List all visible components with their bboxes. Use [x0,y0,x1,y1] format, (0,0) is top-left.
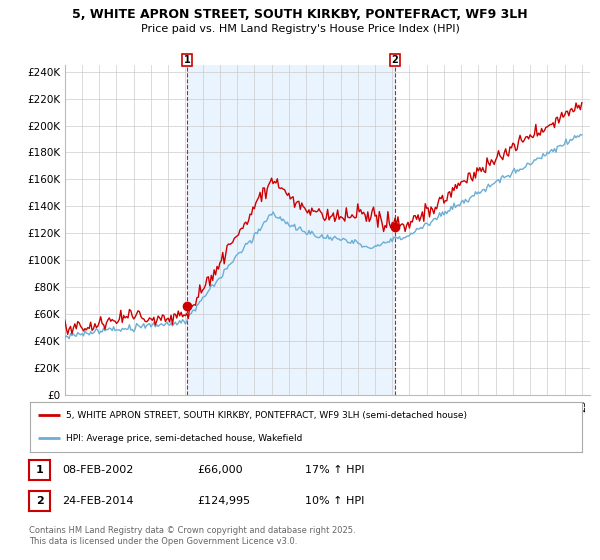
Text: 1: 1 [36,465,43,475]
Text: 5, WHITE APRON STREET, SOUTH KIRKBY, PONTEFRACT, WF9 3LH (semi-detached house): 5, WHITE APRON STREET, SOUTH KIRKBY, PON… [66,410,467,419]
Text: 17% ↑ HPI: 17% ↑ HPI [305,465,364,475]
Text: HPI: Average price, semi-detached house, Wakefield: HPI: Average price, semi-detached house,… [66,434,302,443]
Text: Contains HM Land Registry data © Crown copyright and database right 2025.
This d: Contains HM Land Registry data © Crown c… [29,526,355,546]
Text: 2: 2 [391,55,398,65]
Text: Price paid vs. HM Land Registry's House Price Index (HPI): Price paid vs. HM Land Registry's House … [140,24,460,34]
Text: 24-FEB-2014: 24-FEB-2014 [62,496,133,506]
Bar [187,65,395,395]
Text: 5, WHITE APRON STREET, SOUTH KIRKBY, PONTEFRACT, WF9 3LH: 5, WHITE APRON STREET, SOUTH KIRKBY, PON… [72,8,528,21]
Text: £124,995: £124,995 [197,496,250,506]
Text: 1: 1 [184,55,191,65]
Text: 08-FEB-2002: 08-FEB-2002 [62,465,133,475]
Text: £66,000: £66,000 [197,465,242,475]
Text: 10% ↑ HPI: 10% ↑ HPI [305,496,364,506]
Text: 2: 2 [36,496,43,506]
